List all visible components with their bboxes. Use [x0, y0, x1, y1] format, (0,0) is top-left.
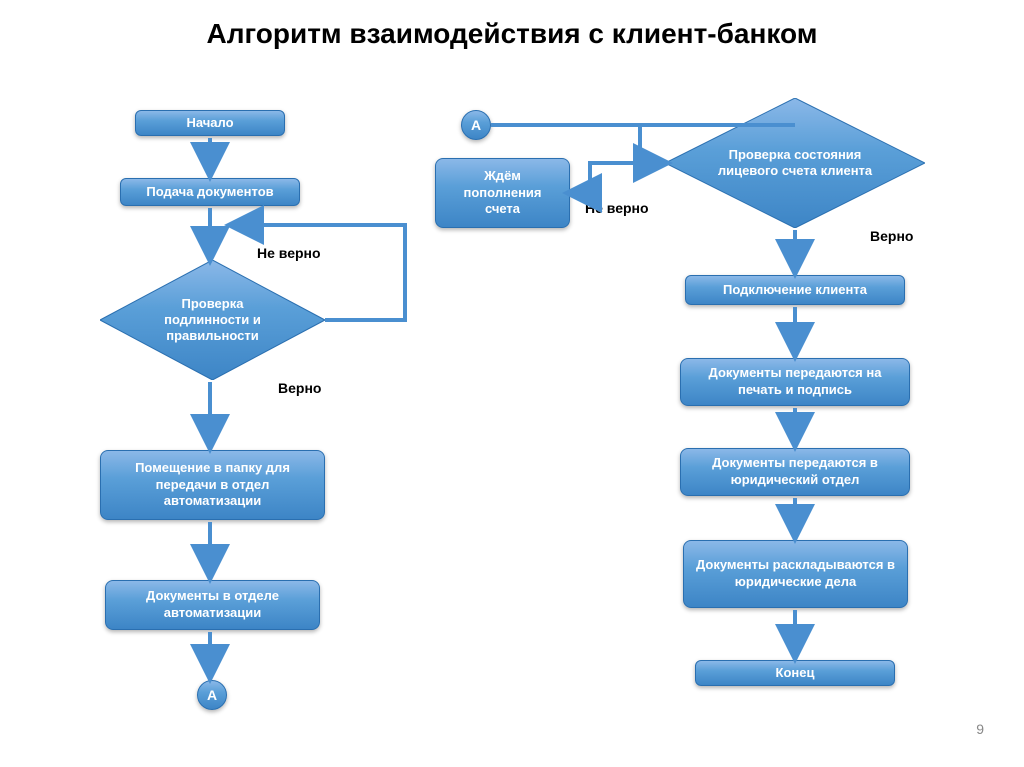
label-correct-2: Верно [870, 228, 913, 244]
flowchart-process-start: Начало [135, 110, 285, 136]
label-correct-1: Верно [278, 380, 321, 396]
page-number: 9 [976, 721, 984, 737]
flowchart-process-end: Конец [695, 660, 895, 686]
page-title: Алгоритм взаимодействия с клиент-банком [90, 18, 934, 50]
flowchart-connector-conn_a1: A [197, 680, 227, 710]
flowchart-process-wait: Ждём пополнения счета [435, 158, 570, 228]
flowchart-process-file: Документы раскладываются в юридические д… [683, 540, 908, 608]
flowchart-decision-check1: Проверка подлинности и правильности [100, 260, 325, 380]
flowchart-decision-label: Проверка состояния лицевого счета клиент… [665, 98, 925, 228]
flowchart-process-docs_auto: Документы в отделе автоматизации [105, 580, 320, 630]
flowchart-connector-conn_a2: A [461, 110, 491, 140]
flowchart-decision-check2: Проверка состояния лицевого счета клиент… [665, 98, 925, 228]
flowchart-process-legal: Документы передаются в юридический отдел [680, 448, 910, 496]
flowchart-process-print: Документы передаются на печать и подпись [680, 358, 910, 406]
label-not-correct-1: Не верно [257, 245, 321, 261]
flowchart-process-submit: Подача документов [120, 178, 300, 206]
flowchart-process-folder: Помещение в папку для передачи в отдел а… [100, 450, 325, 520]
flowchart-decision-label: Проверка подлинности и правильности [100, 260, 325, 380]
flowchart-process-connect: Подключение клиента [685, 275, 905, 305]
label-not-correct-2: Не верно [585, 200, 649, 216]
